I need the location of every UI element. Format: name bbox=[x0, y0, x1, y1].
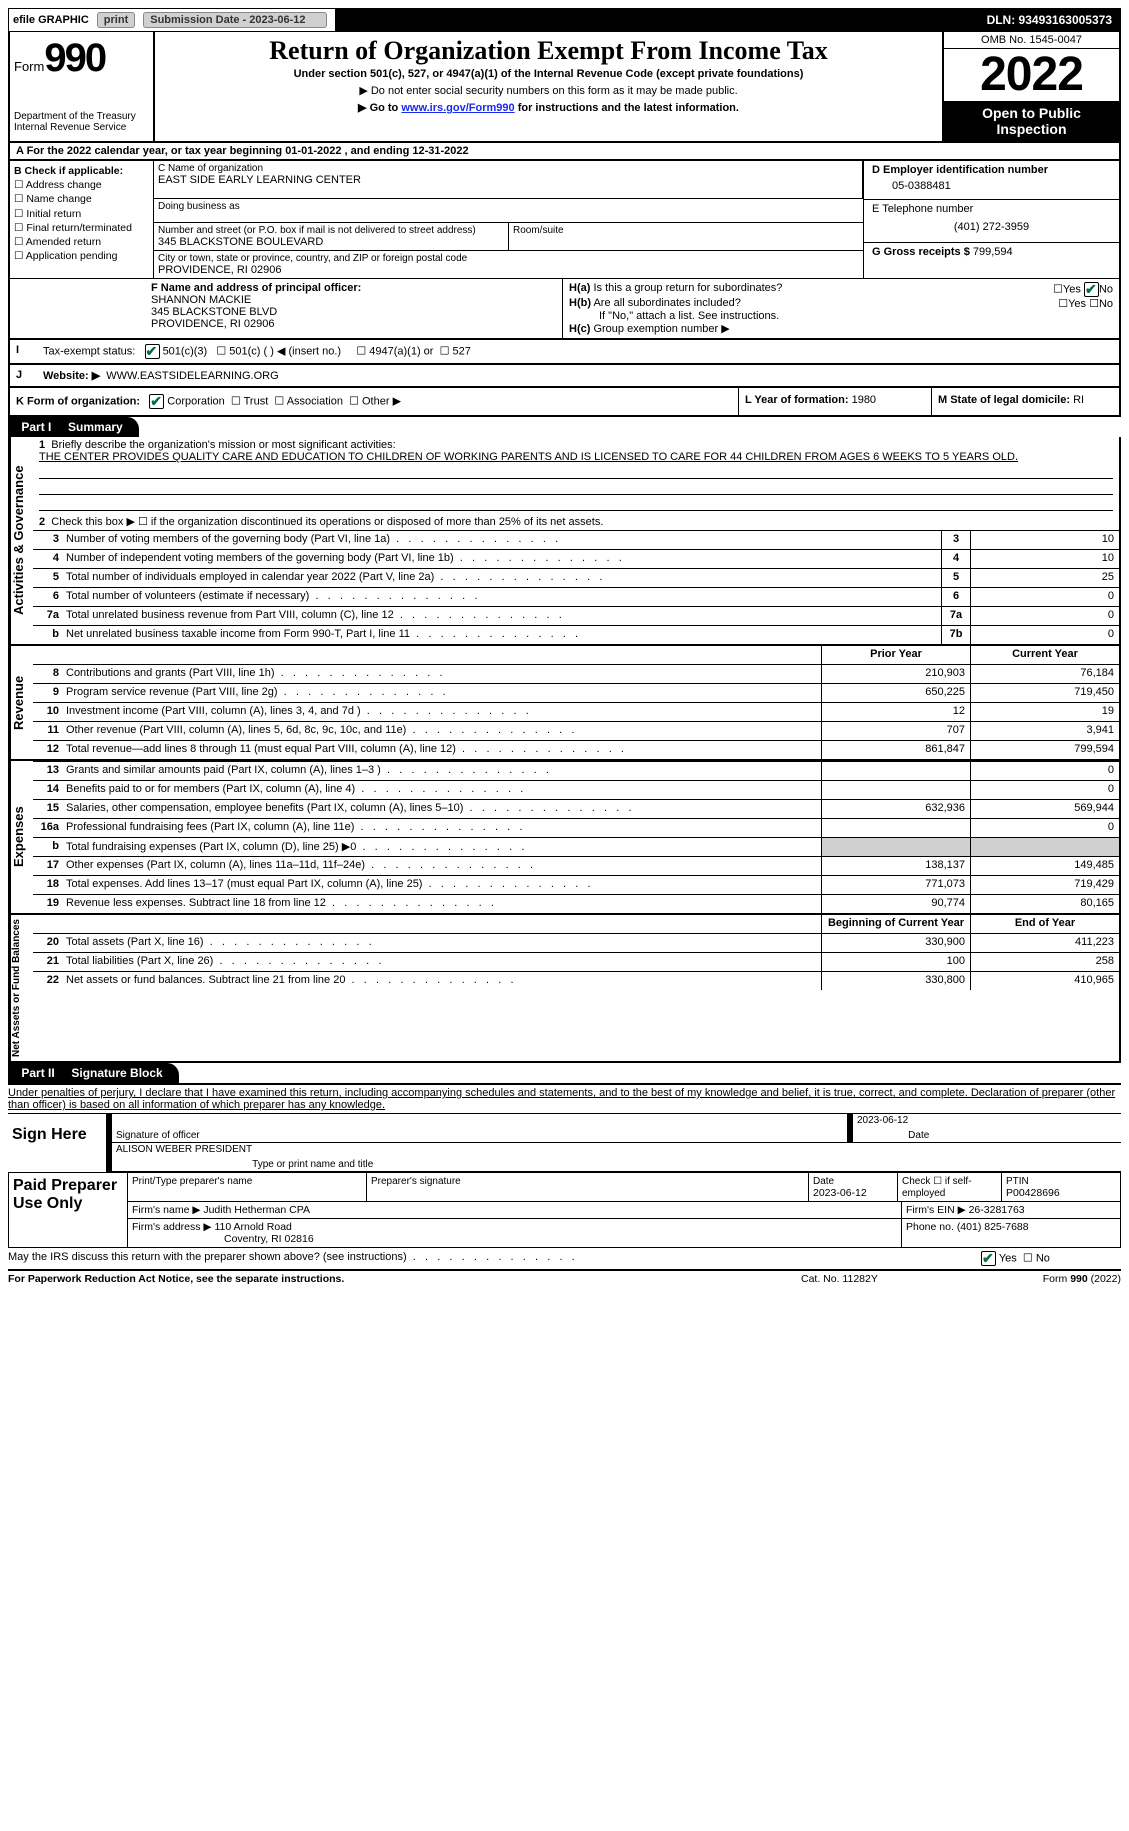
summary-line: 16aProfessional fundraising fees (Part I… bbox=[33, 818, 1119, 837]
dln-label: DLN: 93493163005373 bbox=[987, 13, 1112, 27]
note-ssn: ▶ Do not enter social security numbers o… bbox=[159, 84, 938, 97]
summary-line: 6Total number of volunteers (estimate if… bbox=[33, 587, 1119, 606]
row-i: I Tax-exempt status: 501(c)(3) ☐ 501(c) … bbox=[8, 340, 1121, 365]
box-f: F Name and address of principal officer:… bbox=[145, 279, 563, 338]
summary-line: bNet unrelated business taxable income f… bbox=[33, 625, 1119, 644]
box-g: G Gross receipts $ 799,594 bbox=[864, 243, 1119, 261]
box-h: H(a) Is this a group return for subordin… bbox=[563, 279, 1119, 338]
note-goto: ▶ Go to www.irs.gov/Form990 for instruct… bbox=[159, 101, 938, 114]
i-501c3-checkbox[interactable] bbox=[145, 344, 160, 359]
form-number: Form990 bbox=[14, 36, 149, 81]
box-e: E Telephone number (401) 272-3959 bbox=[864, 200, 1119, 243]
tab-gov: Activities & Governance bbox=[10, 437, 33, 644]
form-header: Form990 Department of the Treasury Inter… bbox=[8, 32, 1121, 143]
summary-line: 10Investment income (Part VIII, column (… bbox=[33, 702, 1119, 721]
section-fh: F Name and address of principal officer:… bbox=[8, 278, 1121, 340]
tax-year: 2022 bbox=[944, 49, 1119, 101]
irs-label: Internal Revenue Service bbox=[14, 122, 149, 133]
summary-line: 20Total assets (Part X, line 16)330,9004… bbox=[33, 933, 1119, 952]
summary-line: 7aTotal unrelated business revenue from … bbox=[33, 606, 1119, 625]
summary-line: 3Number of voting members of the governi… bbox=[33, 530, 1119, 549]
summary-line: 14Benefits paid to or for members (Part … bbox=[33, 780, 1119, 799]
org-city: PROVIDENCE, RI 02906 bbox=[158, 264, 859, 276]
summary-line: 22Net assets or fund balances. Subtract … bbox=[33, 971, 1119, 990]
page-footer: For Paperwork Reduction Act Notice, see … bbox=[8, 1271, 1121, 1285]
summary-line: 9Program service revenue (Part VIII, lin… bbox=[33, 683, 1119, 702]
summary-line: 19Revenue less expenses. Subtract line 1… bbox=[33, 894, 1119, 913]
dept-treasury: Department of the Treasury bbox=[14, 111, 149, 122]
summary-line: 12Total revenue—add lines 8 through 11 (… bbox=[33, 740, 1119, 759]
org-name: EAST SIDE EARLY LEARNING CENTER bbox=[158, 174, 858, 186]
row-j: J Website: ▶ WWW.EASTSIDELEARNING.ORG bbox=[8, 365, 1121, 388]
summary-line: 11Other revenue (Part VIII, column (A), … bbox=[33, 721, 1119, 740]
section-bcdeg: B Check if applicable: ☐ Address change … bbox=[8, 161, 1121, 278]
top-bar: efile GRAPHIC print Submission Date - 20… bbox=[8, 8, 1121, 32]
box-c: C Name of organization EAST SIDE EARLY L… bbox=[154, 161, 863, 278]
h-a-no-checkbox[interactable] bbox=[1084, 282, 1099, 297]
open-inspect: Open to PublicInspection bbox=[944, 101, 1119, 141]
k-corp-checkbox[interactable] bbox=[149, 394, 164, 409]
summary-line: 15Salaries, other compensation, employee… bbox=[33, 799, 1119, 818]
submission-date-field: Submission Date - 2023-06-12 bbox=[143, 12, 327, 28]
summary-line: 8Contributions and grants (Part VIII, li… bbox=[33, 664, 1119, 683]
tab-net: Net Assets or Fund Balances bbox=[10, 915, 33, 1061]
summary-line: 18Total expenses. Add lines 13–17 (must … bbox=[33, 875, 1119, 894]
org-street: 345 BLACKSTONE BOULEVARD bbox=[158, 236, 504, 248]
discuss-row: May the IRS discuss this return with the… bbox=[8, 1248, 1121, 1271]
summary-line: 13Grants and similar amounts paid (Part … bbox=[33, 761, 1119, 780]
part1-body: Activities & Governance 1 Briefly descri… bbox=[8, 437, 1121, 1063]
mission-text: THE CENTER PROVIDES QUALITY CARE AND EDU… bbox=[39, 451, 1018, 463]
tab-rev: Revenue bbox=[10, 646, 33, 759]
print-button[interactable]: print bbox=[97, 12, 135, 28]
part2-header: Part II Signature Block bbox=[8, 1063, 179, 1083]
box-d: D Employer identification number 05-0388… bbox=[864, 161, 1119, 200]
row-klm: K Form of organization: Corporation ☐ Tr… bbox=[8, 388, 1121, 417]
discuss-yes-checkbox[interactable] bbox=[981, 1251, 996, 1266]
website-value: WWW.EASTSIDELEARNING.ORG bbox=[106, 370, 278, 382]
summary-line: bTotal fundraising expenses (Part IX, co… bbox=[33, 837, 1119, 856]
summary-line: 4Number of independent voting members of… bbox=[33, 549, 1119, 568]
form-title: Return of Organization Exempt From Incom… bbox=[159, 36, 938, 66]
officer-name: ALISON WEBER PRESIDENT bbox=[116, 1144, 252, 1155]
sign-here-block: Sign Here Signature of officer 2023-06-1… bbox=[8, 1113, 1121, 1172]
box-b: B Check if applicable: ☐ Address change … bbox=[10, 161, 153, 278]
summary-line: 5Total number of individuals employed in… bbox=[33, 568, 1119, 587]
tab-exp: Expenses bbox=[10, 761, 33, 913]
omb-number: OMB No. 1545-0047 bbox=[944, 32, 1119, 49]
efile-label: efile GRAPHIC bbox=[13, 14, 89, 26]
part1-header: Part I Summary bbox=[8, 417, 139, 437]
ein-value: 05-0388481 bbox=[872, 176, 1111, 196]
summary-line: 21Total liabilities (Part X, line 26)100… bbox=[33, 952, 1119, 971]
paid-preparer-block: Paid Preparer Use Only Print/Type prepar… bbox=[8, 1172, 1121, 1248]
perjury-decl: Under penalties of perjury, I declare th… bbox=[8, 1083, 1121, 1113]
phone-value: (401) 272-3959 bbox=[872, 215, 1111, 239]
irs-link[interactable]: www.irs.gov/Form990 bbox=[401, 102, 514, 114]
summary-line: 17Other expenses (Part IX, column (A), l… bbox=[33, 856, 1119, 875]
form-subtitle: Under section 501(c), 527, or 4947(a)(1)… bbox=[159, 68, 938, 80]
gross-receipts: 799,594 bbox=[973, 246, 1013, 258]
row-a-period: A For the 2022 calendar year, or tax yea… bbox=[8, 143, 1121, 161]
